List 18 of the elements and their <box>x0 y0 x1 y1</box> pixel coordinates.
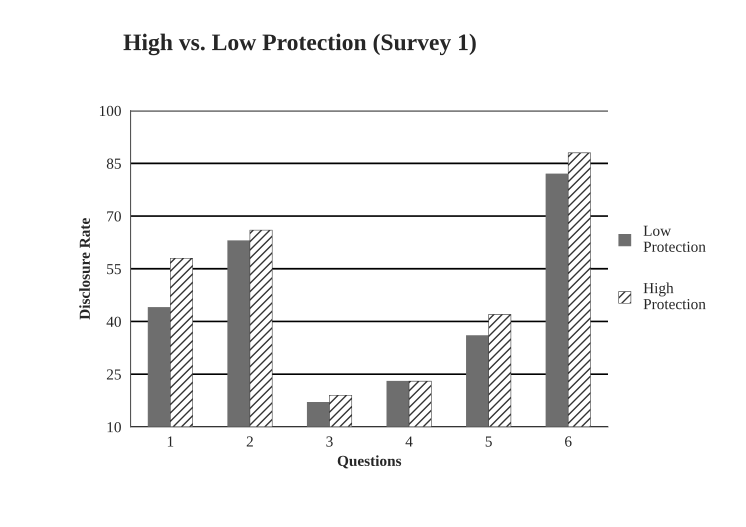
y-axis-title: Disclosure Rate <box>79 218 90 320</box>
legend-label: High Protection <box>644 282 706 310</box>
y-tick-label: 55 <box>107 264 121 274</box>
y-tick-label: 100 <box>100 106 121 116</box>
y-tick-label: 25 <box>106 369 121 380</box>
x-axis-title: Questions <box>338 455 402 468</box>
y-tick-label: 40 <box>106 316 121 327</box>
y-tick-label: 10 <box>108 422 121 432</box>
x-tick-label: 3 <box>326 436 333 447</box>
chart-title: High vs. Low Protection (Survey 1) <box>123 34 476 56</box>
x-tick-label: 1 <box>168 436 174 446</box>
x-tick-label: 4 <box>406 436 413 446</box>
x-tick-label: 6 <box>565 436 572 447</box>
y-tick-label: 70 <box>107 211 121 222</box>
y-tick-label: 85 <box>106 158 121 169</box>
legend-label: Low Protection <box>644 226 706 252</box>
x-tick-label: 5 <box>486 436 492 447</box>
x-tick-label: 2 <box>246 436 253 446</box>
